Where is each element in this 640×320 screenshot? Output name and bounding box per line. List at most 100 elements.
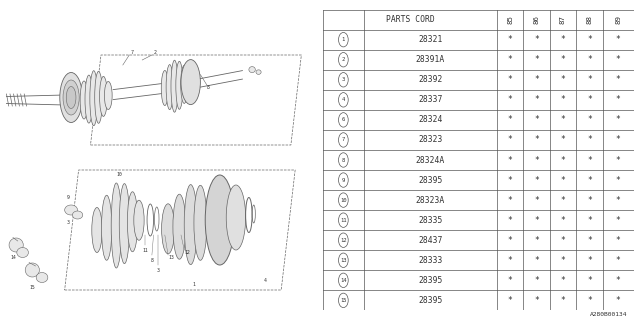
Text: *: * <box>616 176 621 185</box>
Ellipse shape <box>181 60 200 105</box>
Text: *: * <box>534 296 539 305</box>
Ellipse shape <box>249 67 255 73</box>
Text: *: * <box>616 236 621 245</box>
Text: 28324: 28324 <box>418 116 442 124</box>
Ellipse shape <box>176 61 183 109</box>
Ellipse shape <box>111 183 122 268</box>
Text: 28337: 28337 <box>418 95 442 104</box>
Text: 2: 2 <box>154 50 157 55</box>
Ellipse shape <box>92 207 102 252</box>
Ellipse shape <box>339 173 348 187</box>
Ellipse shape <box>227 185 246 250</box>
Ellipse shape <box>339 273 348 288</box>
Text: *: * <box>508 276 513 285</box>
Ellipse shape <box>173 194 186 259</box>
Ellipse shape <box>339 92 348 107</box>
Text: 28323A: 28323A <box>415 196 445 204</box>
Text: 28395: 28395 <box>418 296 442 305</box>
Text: 9: 9 <box>67 195 69 200</box>
Text: 6: 6 <box>342 117 345 122</box>
Text: 12: 12 <box>340 238 347 243</box>
Text: *: * <box>587 236 592 245</box>
Text: 28333: 28333 <box>418 256 442 265</box>
Ellipse shape <box>339 293 348 308</box>
Text: *: * <box>534 216 539 225</box>
Text: *: * <box>616 55 621 64</box>
Text: *: * <box>561 236 565 245</box>
Text: *: * <box>508 35 513 44</box>
Text: *: * <box>508 135 513 144</box>
Ellipse shape <box>80 81 88 119</box>
Ellipse shape <box>17 247 28 258</box>
Ellipse shape <box>339 193 348 207</box>
Text: *: * <box>616 296 621 305</box>
Text: 3: 3 <box>342 77 345 82</box>
Text: 28391A: 28391A <box>415 55 445 64</box>
Text: 28324A: 28324A <box>415 156 445 164</box>
Text: *: * <box>508 156 513 164</box>
Ellipse shape <box>95 71 102 123</box>
Text: 15: 15 <box>340 298 347 303</box>
Text: 88: 88 <box>586 15 593 24</box>
Text: *: * <box>561 116 565 124</box>
Text: *: * <box>616 156 621 164</box>
Ellipse shape <box>67 86 76 108</box>
Text: *: * <box>616 256 621 265</box>
Text: 28392: 28392 <box>418 75 442 84</box>
Text: *: * <box>561 256 565 265</box>
Text: 10: 10 <box>340 198 347 203</box>
Text: 28437: 28437 <box>418 236 442 245</box>
Text: *: * <box>616 116 621 124</box>
Ellipse shape <box>102 195 112 260</box>
Text: *: * <box>561 276 565 285</box>
Ellipse shape <box>166 65 173 109</box>
Text: *: * <box>616 35 621 44</box>
Text: *: * <box>616 135 621 144</box>
Text: *: * <box>534 176 539 185</box>
Text: 8: 8 <box>150 258 154 262</box>
Text: 1: 1 <box>342 37 345 42</box>
Text: 8: 8 <box>207 85 210 90</box>
Text: *: * <box>508 196 513 204</box>
Text: *: * <box>587 256 592 265</box>
Ellipse shape <box>72 211 83 219</box>
Ellipse shape <box>134 200 144 240</box>
Text: *: * <box>587 176 592 185</box>
Ellipse shape <box>256 70 261 74</box>
Text: *: * <box>561 196 565 204</box>
Ellipse shape <box>171 60 178 112</box>
Text: *: * <box>561 75 565 84</box>
Text: *: * <box>534 135 539 144</box>
Ellipse shape <box>339 213 348 228</box>
Text: 11: 11 <box>143 247 148 252</box>
Text: *: * <box>508 216 513 225</box>
Text: A280B00134: A280B00134 <box>589 312 627 317</box>
Text: *: * <box>508 296 513 305</box>
Text: 10: 10 <box>116 172 122 178</box>
Ellipse shape <box>104 82 112 109</box>
Text: *: * <box>508 256 513 265</box>
Text: PARTS CORD: PARTS CORD <box>386 15 435 24</box>
Text: *: * <box>534 196 539 204</box>
Text: *: * <box>561 296 565 305</box>
Text: 2: 2 <box>342 57 345 62</box>
Text: 28323: 28323 <box>418 135 442 144</box>
Text: *: * <box>561 216 565 225</box>
Ellipse shape <box>60 73 83 123</box>
Text: *: * <box>616 276 621 285</box>
Text: 14: 14 <box>340 278 347 283</box>
Text: *: * <box>561 156 565 164</box>
Text: *: * <box>561 35 565 44</box>
Ellipse shape <box>339 133 348 147</box>
Text: 89: 89 <box>615 15 621 24</box>
Text: 12: 12 <box>184 250 190 255</box>
Text: *: * <box>587 35 592 44</box>
Text: 13: 13 <box>168 255 174 260</box>
Ellipse shape <box>100 76 108 116</box>
Ellipse shape <box>205 175 234 265</box>
Text: *: * <box>616 196 621 204</box>
Text: 8: 8 <box>342 157 345 163</box>
Text: *: * <box>534 116 539 124</box>
Text: *: * <box>534 256 539 265</box>
Text: *: * <box>508 75 513 84</box>
